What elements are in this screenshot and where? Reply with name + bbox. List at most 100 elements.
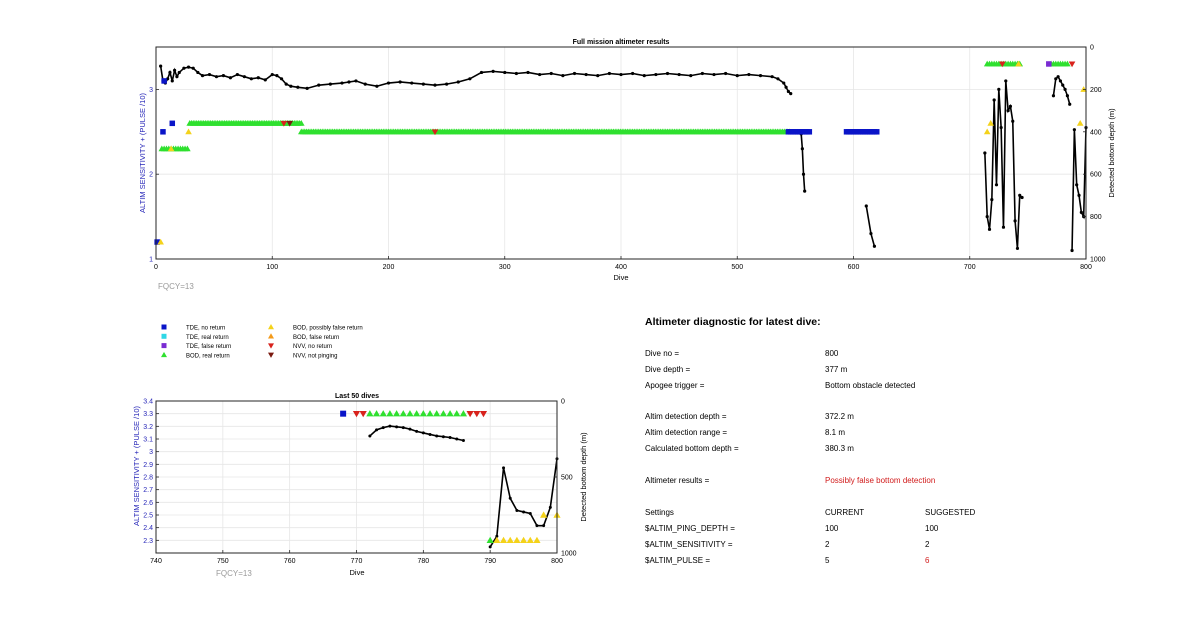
depth-point — [724, 71, 728, 76]
status-markers — [340, 410, 561, 544]
status-marker — [161, 78, 167, 84]
depth-point — [375, 428, 379, 432]
depth-point — [428, 432, 432, 436]
y-tick-left-label: 2 — [149, 172, 153, 179]
y-tick-left-label: 2.7 — [143, 487, 153, 494]
depth-point — [263, 78, 267, 82]
depth-point — [159, 64, 163, 68]
depth-point — [1061, 83, 1065, 87]
y-tick-left-label: 2.6 — [143, 500, 153, 507]
status-marker — [406, 410, 414, 417]
depth-point — [354, 79, 358, 83]
depth-point — [747, 72, 751, 77]
depth-point — [1018, 193, 1022, 197]
depth-point — [421, 82, 425, 86]
y-tick-left-label: 3 — [149, 87, 153, 94]
y-tick-left-label: 3 — [149, 449, 153, 456]
depth-point — [514, 71, 518, 76]
status-marker — [359, 410, 367, 418]
x-tick-label: 800 — [551, 558, 563, 565]
depth-point — [607, 71, 611, 76]
status-marker — [493, 536, 501, 544]
depth-point — [235, 72, 239, 77]
depth-point — [1077, 193, 1081, 197]
suggested-header: SUGGESTED — [925, 508, 975, 517]
depth-point — [999, 125, 1003, 130]
depth-point — [398, 80, 402, 84]
x-tick-label: 790 — [484, 558, 496, 565]
status-marker — [1046, 61, 1052, 67]
fqcy-annotation: FQCY=13 — [158, 282, 194, 291]
depth-point — [522, 510, 526, 514]
depth-point — [712, 72, 716, 77]
legend-marker — [268, 324, 274, 330]
depth-point — [1068, 102, 1072, 106]
depth-point — [803, 189, 807, 193]
current-header: CURRENT — [825, 508, 864, 517]
depth-point — [408, 427, 412, 431]
x-tick-label: 770 — [351, 558, 363, 565]
depth-point — [175, 75, 179, 79]
depth-point — [1070, 248, 1074, 253]
status-markers — [154, 60, 1087, 245]
x-axis-label: Dive — [613, 273, 628, 282]
status-marker — [1015, 60, 1022, 67]
depth-point — [214, 75, 219, 79]
depth-point — [1079, 210, 1083, 214]
x-tick-label: 100 — [266, 264, 278, 271]
setting-suggested: 6 — [925, 556, 930, 565]
status-marker — [298, 120, 305, 126]
status-marker — [169, 120, 176, 127]
y-axis-left-label: ALTIM SENSITIVITY + (PULSE /10) — [138, 93, 147, 213]
x-tick-label: 300 — [499, 264, 511, 271]
depth-point — [305, 86, 309, 90]
depth-point — [415, 429, 419, 433]
depth-point — [441, 435, 445, 439]
depth-point — [368, 434, 372, 438]
depth-point — [381, 426, 385, 430]
status-marker — [431, 129, 439, 136]
status-marker — [983, 128, 991, 135]
depth-point — [1001, 225, 1006, 229]
depth-point — [221, 74, 226, 78]
x-axis-label: Dive — [349, 568, 364, 577]
status-marker — [446, 410, 454, 417]
status-marker — [526, 536, 534, 544]
setting-suggested: 100 — [925, 524, 939, 533]
results-label: Altimeter results = — [645, 476, 710, 485]
status-marker — [439, 410, 447, 417]
depth-point — [1063, 87, 1067, 91]
depth-point — [1075, 183, 1079, 187]
depth-point — [249, 77, 253, 81]
depth-point — [515, 508, 519, 512]
depth-point — [173, 68, 177, 72]
legend-marker — [268, 352, 274, 358]
legend-marker — [161, 351, 167, 358]
depth-point — [869, 231, 873, 236]
status-marker — [433, 410, 441, 417]
depth-point — [456, 80, 460, 84]
setting-name: $ALTIM_SENSITIVITY = — [645, 540, 733, 549]
y-tick-left-label: 3.1 — [143, 437, 153, 444]
status-marker — [386, 410, 394, 417]
depth-lines — [368, 424, 559, 549]
depth-point — [340, 81, 344, 85]
x-tick-label: 200 — [383, 264, 395, 271]
depth-point — [538, 72, 542, 77]
depth-point — [410, 81, 414, 85]
depth-point — [997, 87, 1001, 91]
y-tick-right-label: 400 — [1090, 129, 1102, 136]
diag-value: Bottom obstacle detected — [825, 381, 915, 390]
x-tick-label: 400 — [615, 264, 627, 271]
depth-point — [770, 75, 774, 79]
setting-current: 2 — [825, 540, 830, 549]
axis-ticks: 0 100 200 300 400 500 600 700 800 1 2 3 0 200 400 600 80… — [149, 45, 1106, 272]
depth-point — [435, 434, 439, 438]
depth-point — [395, 425, 399, 429]
y-tick-right-label: 1000 — [1090, 257, 1106, 264]
status-marker — [540, 511, 548, 518]
depth-point — [758, 74, 763, 78]
depth-point — [689, 74, 693, 78]
y-tick-left-label: 3.2 — [143, 424, 153, 431]
